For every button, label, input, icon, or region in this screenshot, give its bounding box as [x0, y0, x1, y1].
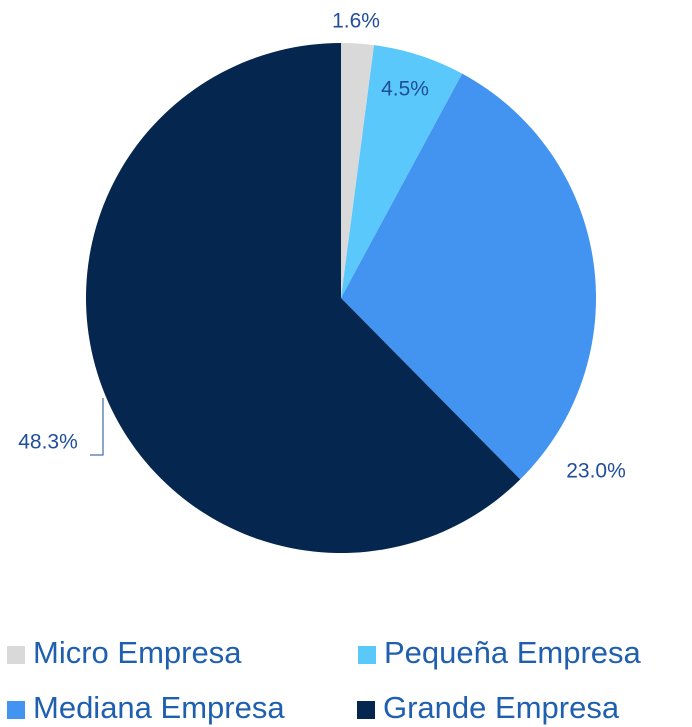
data-label: 1.6%	[332, 10, 380, 33]
pie-slice	[86, 43, 521, 553]
legend-swatch	[357, 701, 375, 719]
legend-label: Grande Empresa	[383, 690, 620, 725]
pie-slice	[341, 45, 463, 298]
data-label: 4.5%	[381, 78, 429, 101]
legend-swatch	[7, 701, 25, 719]
leader-line	[90, 398, 104, 456]
legend-label: Micro Empresa	[33, 635, 242, 670]
legend-label: Mediana Empresa	[33, 690, 285, 725]
pie-slice	[341, 43, 375, 298]
legend-label: Pequeña Empresa	[384, 635, 642, 670]
data-label: 23.0%	[566, 460, 626, 483]
legend-swatch	[358, 646, 376, 664]
legend-swatch	[7, 646, 25, 664]
pie-slice	[341, 73, 596, 480]
data-label: 48.3%	[18, 431, 78, 454]
